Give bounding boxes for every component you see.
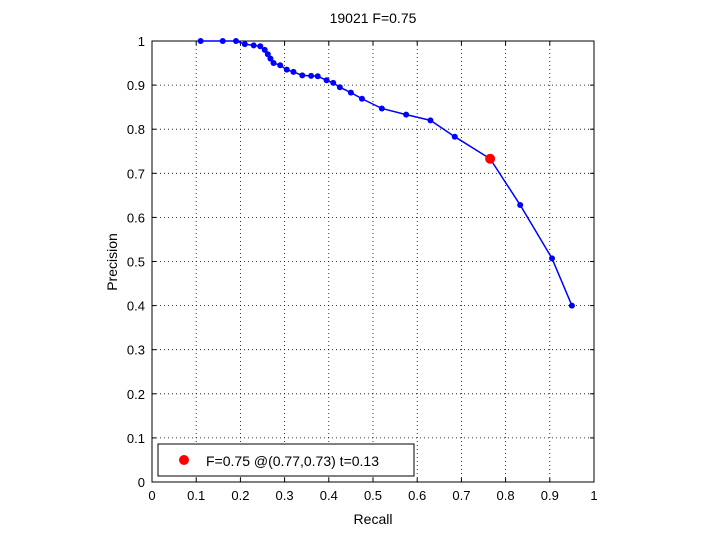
data-point [267, 55, 274, 62]
data-point [323, 77, 330, 84]
x-tick-label: 0.7 [452, 488, 470, 503]
data-point [336, 84, 343, 91]
y-tick-label: 0.7 [127, 166, 145, 181]
legend: F=0.75 @(0.77,0.73) t=0.13 [157, 443, 415, 477]
data-point [330, 79, 337, 86]
x-tick-label: 0.4 [320, 488, 338, 503]
x-axis-label: Recall [354, 511, 393, 527]
y-tick-label: 0.5 [127, 255, 145, 270]
data-point [197, 38, 204, 44]
data-point [277, 62, 284, 69]
data-point [283, 66, 290, 73]
y-tick-label: 0 [138, 475, 145, 490]
y-axis-label: Precision [104, 233, 120, 291]
data-point [403, 111, 410, 118]
best-f-point [485, 153, 496, 164]
legend-label: F=0.75 @(0.77,0.73) t=0.13 [206, 453, 379, 469]
y-tick-label: 0.8 [127, 122, 145, 137]
legend-box [157, 443, 415, 477]
data-point [264, 51, 271, 58]
y-tick-label: 0.6 [127, 210, 145, 225]
data-point [261, 46, 268, 53]
legend-marker [179, 455, 189, 465]
data-point [358, 95, 365, 102]
data-point [290, 68, 297, 75]
data-point [517, 202, 524, 209]
x-tick-label: 0.6 [408, 488, 426, 503]
x-tick-label: 0.9 [541, 488, 559, 503]
data-point [427, 117, 434, 124]
data-point [299, 72, 306, 79]
x-tick-label: 0.2 [231, 488, 249, 503]
data-point [308, 72, 315, 79]
y-tick-label: 1 [138, 34, 145, 49]
data-series [197, 38, 575, 309]
y-tick-label: 0.1 [127, 431, 145, 446]
y-tick-label: 0.2 [127, 387, 145, 402]
data-point [232, 38, 239, 44]
data-point [451, 133, 458, 140]
x-tick-label: 0.1 [187, 488, 205, 503]
x-tick-label: 0.5 [364, 488, 382, 503]
data-point [378, 105, 385, 112]
data-point [219, 38, 226, 44]
y-tick-label: 0.4 [127, 299, 145, 314]
data-point [270, 60, 277, 67]
x-tick-label: 1 [590, 488, 597, 503]
chart-title: 19021 F=0.75 [330, 10, 417, 26]
axis-ticks: 0 0.1 0.2 0.3 0.4 0.5 0.6 0.7 0.8 0.9 1 0 0.1 0.2 0.3 0… [127, 34, 598, 503]
grid [152, 41, 594, 482]
y-tick-label: 0.3 [127, 343, 145, 358]
data-point [568, 302, 575, 309]
data-point [347, 89, 354, 96]
x-tick-label: 0.8 [497, 488, 515, 503]
data-point [314, 73, 321, 80]
data-point [241, 41, 248, 48]
x-tick-label: 0 [148, 488, 155, 503]
data-point [257, 43, 264, 50]
x-tick-label: 0.3 [276, 488, 294, 503]
data-point [549, 255, 556, 262]
data-point [250, 42, 257, 49]
y-tick-label: 0.9 [127, 78, 145, 93]
